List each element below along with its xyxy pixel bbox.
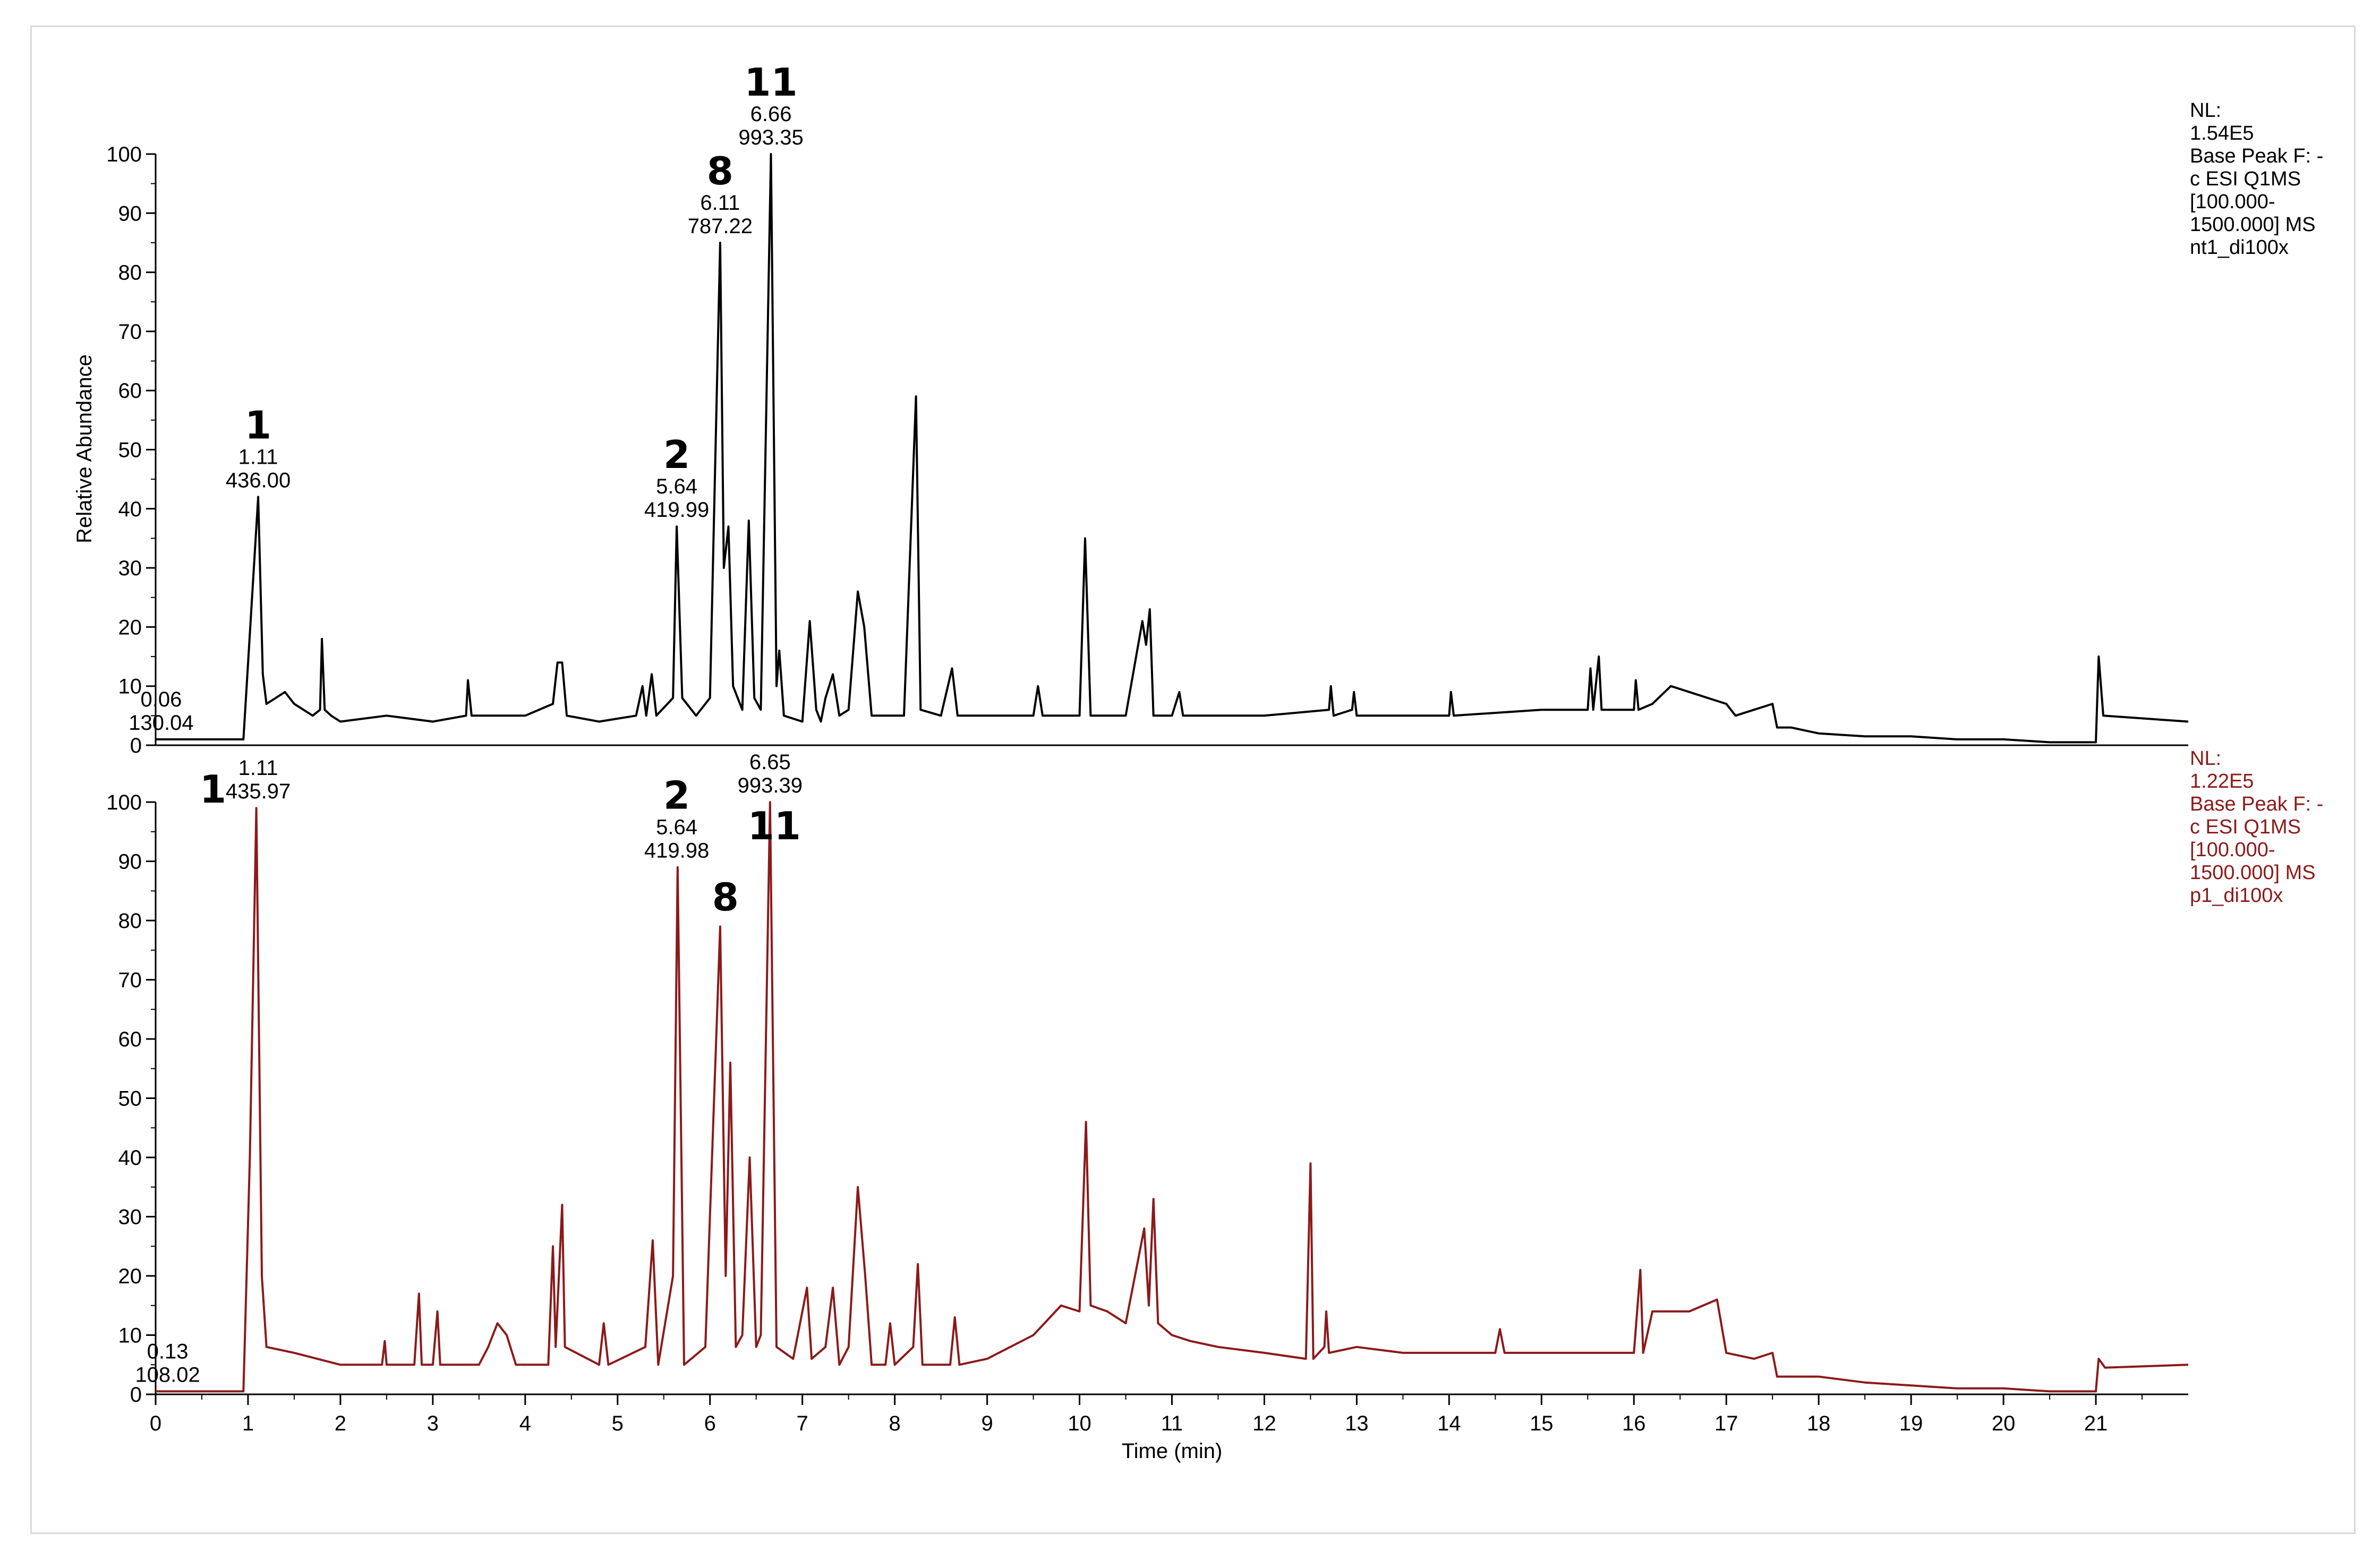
peak-rt-label: 0.06 (141, 688, 182, 711)
figure-frame (30, 25, 2356, 1534)
peak-rt-label: 1.11 (238, 756, 278, 780)
peak-mz-label: 435.97 (226, 780, 291, 803)
scan-info-line: 1.54E5 (2190, 122, 2254, 144)
peak-mz-label: 108.02 (135, 1363, 200, 1386)
trace-bottom (156, 801, 2189, 1393)
y-axis-title: Relative Abundance (73, 354, 96, 543)
compound-number-label: 11 (748, 804, 801, 848)
peak-rt-label: 6.66 (750, 103, 792, 126)
y-tick-label: 100 (106, 143, 142, 166)
y-tick-label: 60 (118, 379, 142, 403)
y-tick-label: 70 (118, 320, 142, 344)
scan-info-line: c ESI Q1MS (2190, 168, 2301, 190)
scan-info-line: p1_di100x (2190, 884, 2283, 907)
y-tick-label: 40 (118, 1146, 142, 1170)
scan-info-line: [100.000- (2190, 191, 2275, 213)
x-tick-label: 17 (1714, 1412, 1738, 1435)
scan-info-line: c ESI Q1MS (2190, 816, 2301, 838)
peak-rt-label: 0.13 (147, 1340, 189, 1363)
y-tick-label: 90 (118, 850, 142, 874)
y-tick-label: 90 (118, 202, 142, 225)
y-tick-label: 50 (118, 439, 142, 462)
peak-mz-label: 130.04 (129, 711, 193, 735)
x-tick-label: 20 (1992, 1412, 2016, 1435)
y-tick-label: 80 (118, 261, 142, 285)
y-tick-label: 60 (118, 1028, 142, 1051)
y-tick-label: 30 (118, 557, 142, 580)
x-tick-label: 16 (1622, 1412, 1646, 1435)
x-tick-label: 2 (335, 1412, 346, 1435)
x-tick-label: 10 (1068, 1412, 1091, 1435)
compound-number-label: 11 (744, 60, 797, 105)
x-tick-label: 21 (2084, 1412, 2108, 1435)
y-tick-label: 0 (130, 1383, 142, 1407)
x-tick-label: 3 (427, 1412, 439, 1435)
scan-info-line: 1500.000] MS (2190, 862, 2316, 884)
x-tick-label: 8 (889, 1412, 901, 1435)
scan-info-line: 1.22E5 (2190, 770, 2254, 793)
x-tick-label: 11 (1161, 1412, 1183, 1435)
x-tick-label: 0 (150, 1412, 161, 1435)
y-tick-label: 70 (118, 969, 142, 992)
y-tick-label: 20 (118, 616, 142, 639)
scan-info-line: [100.000- (2190, 839, 2275, 861)
x-axis-title: Time (min) (1122, 1439, 1223, 1463)
x-tick-label: 15 (1530, 1412, 1554, 1435)
scan-info-line: 1500.000] MS (2190, 214, 2316, 236)
x-tick-label: 6 (704, 1412, 716, 1435)
x-tick-label: 13 (1345, 1412, 1369, 1435)
x-tick-label: 7 (797, 1412, 808, 1435)
scan-info-line: nt1_di100x (2190, 236, 2289, 259)
compound-number-label: 8 (712, 875, 739, 919)
y-tick-label: 0 (130, 734, 142, 757)
x-tick-label: 19 (1899, 1412, 1923, 1435)
x-tick-label: 5 (612, 1412, 624, 1435)
compound-number-label: 1 (245, 403, 271, 448)
y-tick-label: 50 (118, 1087, 142, 1111)
compound-number-label: 1 (200, 767, 226, 812)
x-tick-label: 4 (519, 1412, 531, 1435)
x-tick-label: 9 (981, 1412, 993, 1435)
peak-mz-label: 993.35 (738, 126, 803, 149)
peak-mz-label: 993.39 (738, 774, 803, 797)
y-tick-label: 100 (106, 791, 142, 814)
peak-rt-label: 1.11 (238, 446, 278, 469)
scan-info-line: Base Peak F: - (2190, 145, 2323, 167)
peak-mz-label: 419.99 (644, 498, 709, 522)
scan-info-line: NL: (2190, 99, 2221, 122)
peak-rt-label: 5.64 (656, 475, 697, 498)
y-tick-label: 10 (118, 675, 142, 698)
scan-info-line: NL: (2190, 747, 2221, 770)
x-tick-label: 12 (1252, 1412, 1276, 1435)
x-tick-label: 18 (1807, 1412, 1831, 1435)
scan-info-line: Base Peak F: - (2190, 793, 2323, 815)
x-tick-label: 14 (1437, 1412, 1461, 1435)
peak-rt-label: 6.11 (700, 191, 740, 215)
y-tick-label: 80 (118, 909, 142, 933)
peak-mz-label: 787.22 (688, 215, 753, 238)
x-tick-label: 1 (242, 1412, 254, 1435)
y-tick-label: 30 (118, 1206, 142, 1229)
peak-mz-label: 436.00 (226, 469, 291, 492)
peak-rt-label: 5.64 (656, 816, 697, 839)
peak-rt-label: 6.65 (749, 751, 791, 774)
y-tick-label: 20 (118, 1265, 142, 1288)
peak-mz-label: 419.98 (644, 839, 709, 863)
y-tick-label: 10 (118, 1324, 142, 1348)
y-tick-label: 40 (118, 498, 142, 521)
compound-number-label: 2 (663, 432, 690, 477)
compound-number-label: 2 (663, 773, 690, 818)
compound-number-label: 8 (707, 149, 733, 193)
trace-top (156, 153, 2189, 744)
